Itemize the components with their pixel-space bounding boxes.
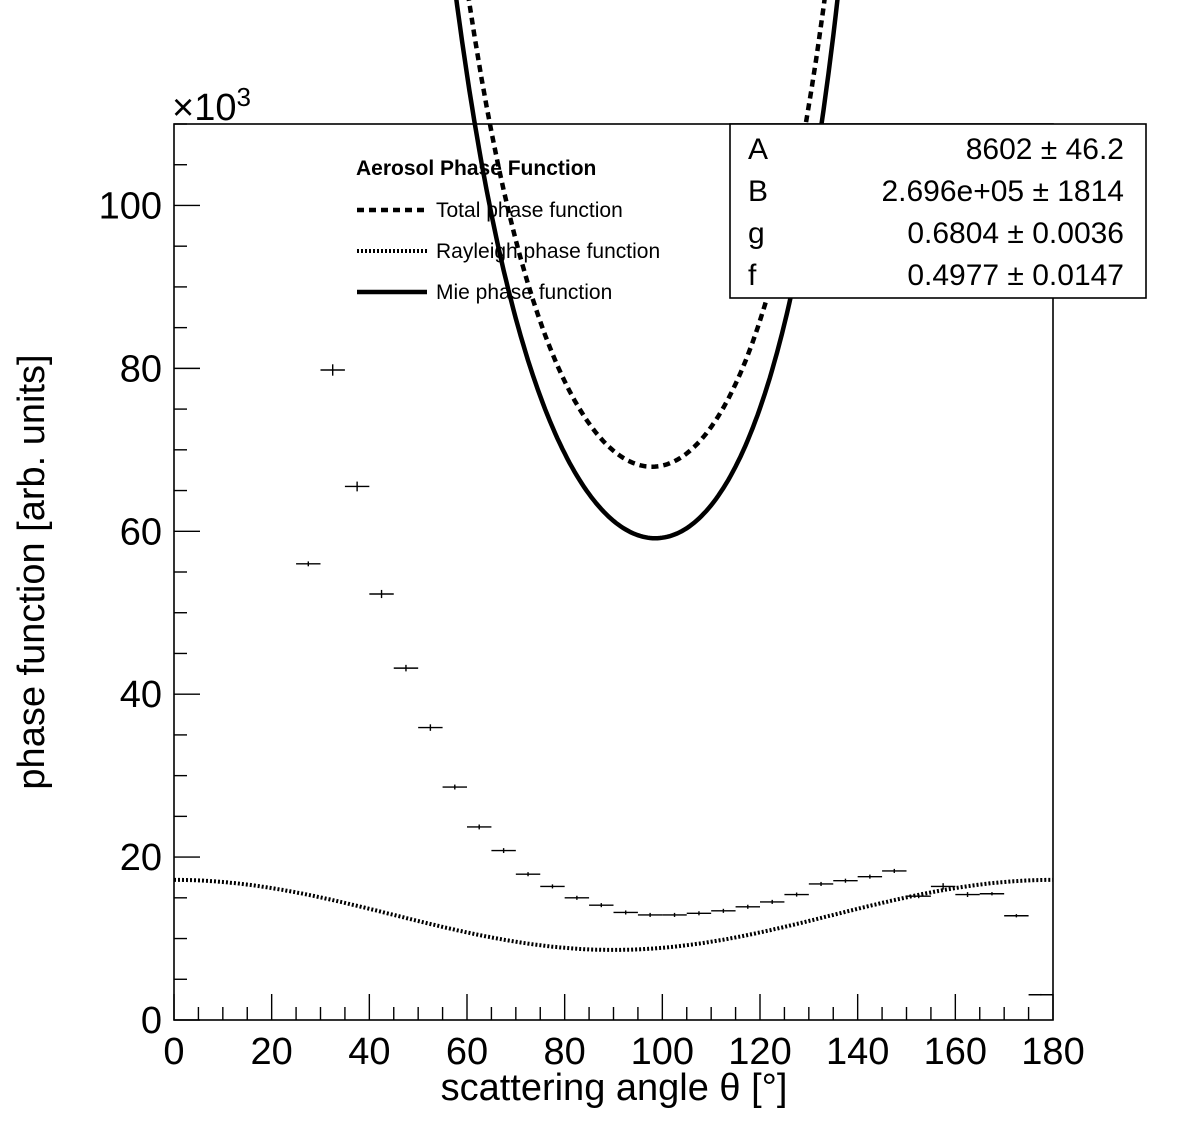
y-exponent-label: ×103 — [172, 82, 251, 129]
data-point — [955, 892, 980, 898]
data-point — [467, 824, 492, 830]
y-exponent-base: ×10 — [172, 87, 236, 129]
data-point — [930, 883, 956, 890]
data-point — [296, 561, 321, 567]
data-point — [418, 724, 443, 731]
tick-labels: 0 20 40 60 80 100 120 140 160 180 0 20 40 60 80 100 — [99, 185, 1085, 1073]
data-point — [1028, 993, 1053, 996]
data-point — [442, 784, 467, 790]
data-point — [344, 481, 370, 492]
x-tick-label: 160 — [924, 1031, 987, 1073]
data-point — [906, 894, 931, 899]
data-point — [320, 364, 345, 376]
x-tick-label: 0 — [163, 1031, 184, 1073]
y-tick-label: 0 — [141, 1000, 162, 1042]
y-tick-label: 40 — [120, 674, 162, 716]
data-point — [564, 895, 590, 900]
y-axis-title: phase function [arb. units] — [11, 354, 53, 789]
data-point — [589, 903, 614, 908]
axis-ticks — [173, 123, 1054, 1021]
legend-label: Total phase function — [436, 199, 623, 222]
data-point — [686, 911, 712, 916]
data-point — [393, 664, 419, 672]
x-tick-label: 40 — [348, 1031, 390, 1073]
data-point — [808, 881, 834, 887]
data-points — [296, 364, 1053, 996]
legend-title: Aerosol Phase Function — [356, 157, 596, 180]
legend-label: Mie phase function — [436, 281, 612, 304]
data-point — [369, 589, 394, 599]
data-point — [882, 868, 907, 873]
legend-label: Rayleigh phase function — [436, 240, 660, 263]
stats-param-value: 0.6804 ± 0.0036 — [907, 217, 1124, 250]
y-tick-label: 100 — [99, 185, 162, 227]
data-point — [833, 878, 858, 883]
data-point — [540, 884, 565, 889]
stats-param-value: 8602 ± 46.2 — [966, 133, 1124, 166]
x-tick-label: 60 — [446, 1031, 488, 1073]
stats-param-name: f — [748, 259, 757, 292]
rayleigh-curve — [174, 877, 1053, 952]
x-tick-label: 120 — [728, 1031, 791, 1073]
data-point — [491, 848, 516, 854]
svg-text:×103: ×103 — [172, 82, 251, 129]
data-point — [1004, 914, 1029, 918]
stats-param-value: 2.696e+05 ± 1814 — [881, 175, 1124, 208]
y-exponent-power: 3 — [236, 82, 250, 112]
data-point — [857, 874, 883, 879]
data-point — [613, 910, 638, 915]
total-curve — [466, 0, 827, 469]
stats-param-value: 0.4977 ± 0.0147 — [907, 259, 1124, 292]
y-tick-label: 60 — [120, 511, 162, 553]
data-point — [711, 908, 736, 913]
stats-param-name: B — [748, 175, 768, 208]
x-tick-label: 20 — [251, 1031, 293, 1073]
stats-param-name: g — [748, 217, 765, 250]
legend: Aerosol Phase Function Total phase funct… — [356, 157, 660, 304]
data-point — [784, 892, 809, 897]
x-tick-label: 180 — [1021, 1031, 1084, 1073]
data-point — [760, 899, 785, 904]
stats-param-name: A — [748, 133, 768, 166]
data-point — [979, 892, 1005, 896]
data-point — [662, 912, 687, 917]
data-point — [637, 912, 663, 917]
x-tick-label: 80 — [544, 1031, 586, 1073]
data-point — [515, 872, 541, 877]
x-axis-title: scattering angle θ [°] — [441, 1067, 788, 1109]
stats-box-frame — [729, 123, 1147, 299]
x-tick-label: 140 — [826, 1031, 889, 1073]
x-tick-label: 100 — [631, 1031, 694, 1073]
y-tick-label: 80 — [120, 348, 162, 390]
y-tick-label: 20 — [120, 837, 162, 879]
fit-stats-box: A 8602 ± 46.2 B 2.696e+05 ± 1814 g 0.6804 ± 0… — [729, 123, 1147, 299]
data-point — [735, 904, 760, 909]
